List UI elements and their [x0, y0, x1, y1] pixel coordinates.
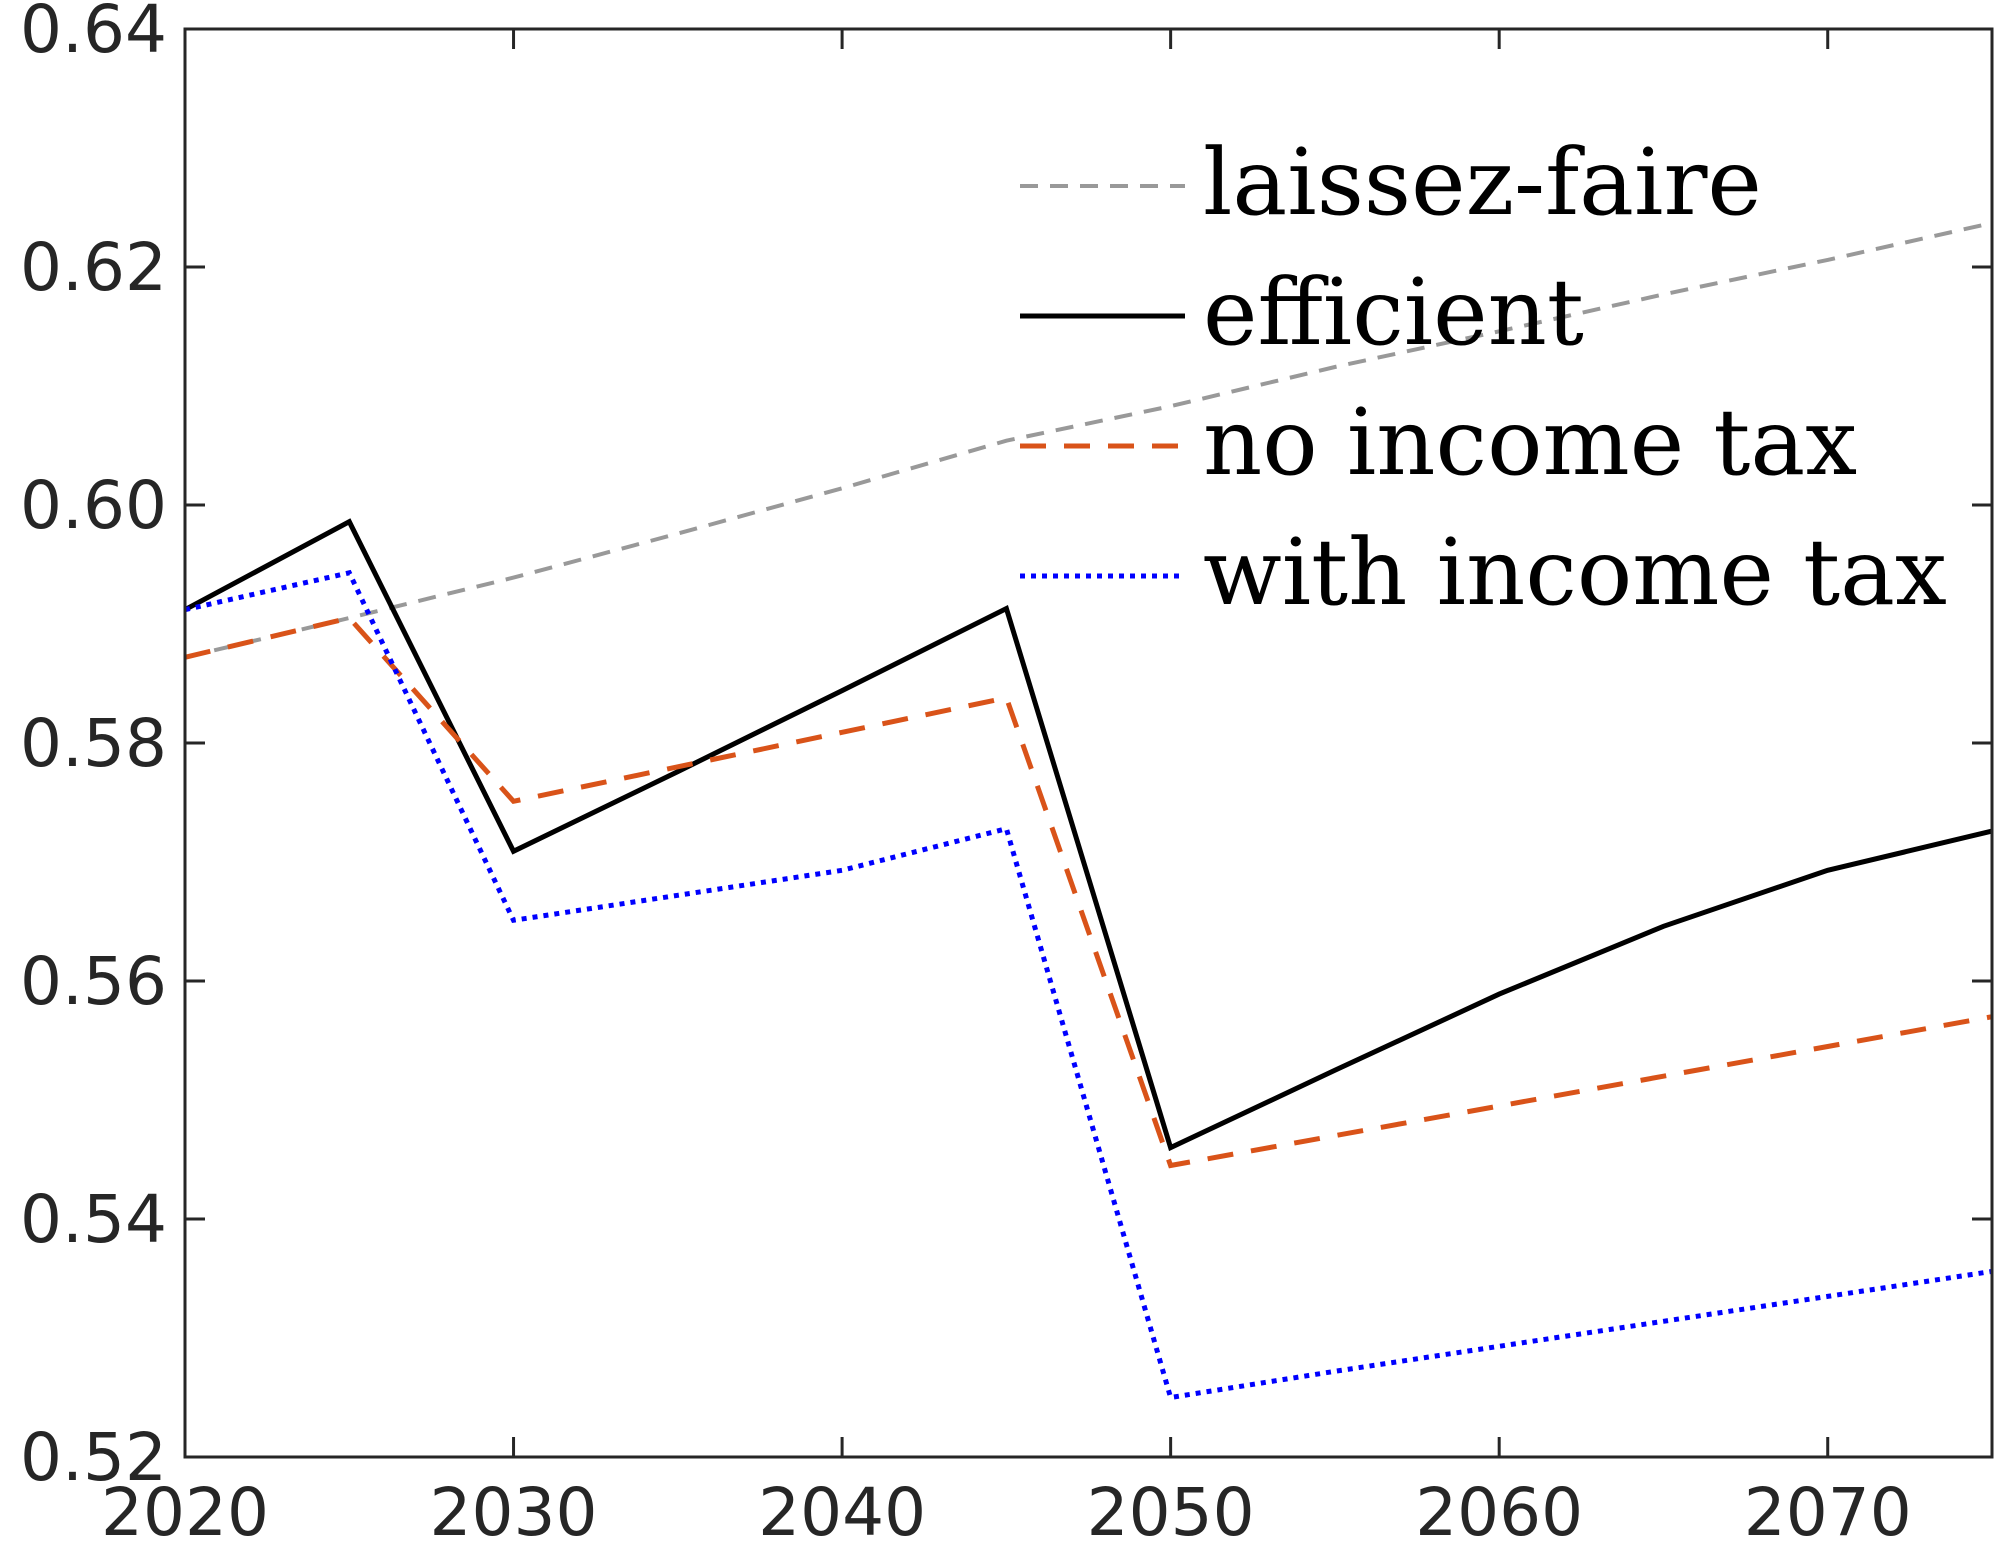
- legend-label-efficient: efficient: [1203, 259, 1584, 366]
- series-line-with-income-tax: [184, 569, 1993, 1401]
- y-tick-label: 0.60: [20, 467, 167, 544]
- y-tick-label: 0.64: [20, 0, 167, 68]
- y-tick-label: 0.54: [20, 1181, 167, 1258]
- x-tick-label: 2070: [1744, 1474, 1912, 1551]
- x-tick-label: 2030: [430, 1474, 598, 1551]
- series-line-no-income-tax: [184, 615, 1993, 1169]
- x-tick-label: 2060: [1415, 1474, 1583, 1551]
- series-line-efficient: [183, 518, 1993, 1152]
- y-tick-label: 0.62: [20, 229, 167, 306]
- x-tick-label: 2020: [101, 1474, 269, 1551]
- y-tick-label: 0.58: [20, 705, 167, 782]
- y-tick-label: 0.52: [20, 1419, 167, 1496]
- legend-label-laissez-faire: laissez-faire: [1203, 129, 1762, 236]
- series-line-laissez-faire: [184, 221, 1993, 660]
- axes-box: [183, 27, 1994, 1459]
- y-tick-label: 0.56: [20, 943, 167, 1020]
- legend: laissez-faire efficient no income tax with …: [1020, 129, 1947, 626]
- tick-layer: 2020 2030 2040 2050 2060 2070 0.52 0.54 0.56 0.58…: [20, 0, 1992, 1551]
- x-tick-label: 2050: [1087, 1474, 1255, 1551]
- x-tick-label: 2040: [758, 1474, 926, 1551]
- legend-label-no-income-tax: no income tax: [1203, 389, 1857, 496]
- legend-label-with-income-tax: with income tax: [1203, 519, 1947, 626]
- series-layer: [183, 221, 1993, 1401]
